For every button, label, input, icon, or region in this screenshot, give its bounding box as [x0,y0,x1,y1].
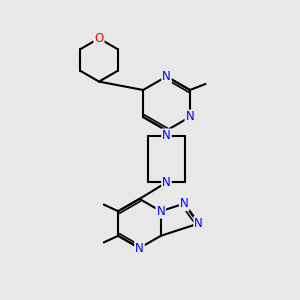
Text: N: N [135,242,144,255]
Text: N: N [162,70,171,83]
Text: N: N [194,217,203,230]
Text: O: O [94,32,103,45]
Text: N: N [162,129,171,142]
Text: N: N [180,197,189,210]
Text: N: N [162,176,171,189]
Text: N: N [185,110,194,124]
Text: N: N [156,205,165,218]
